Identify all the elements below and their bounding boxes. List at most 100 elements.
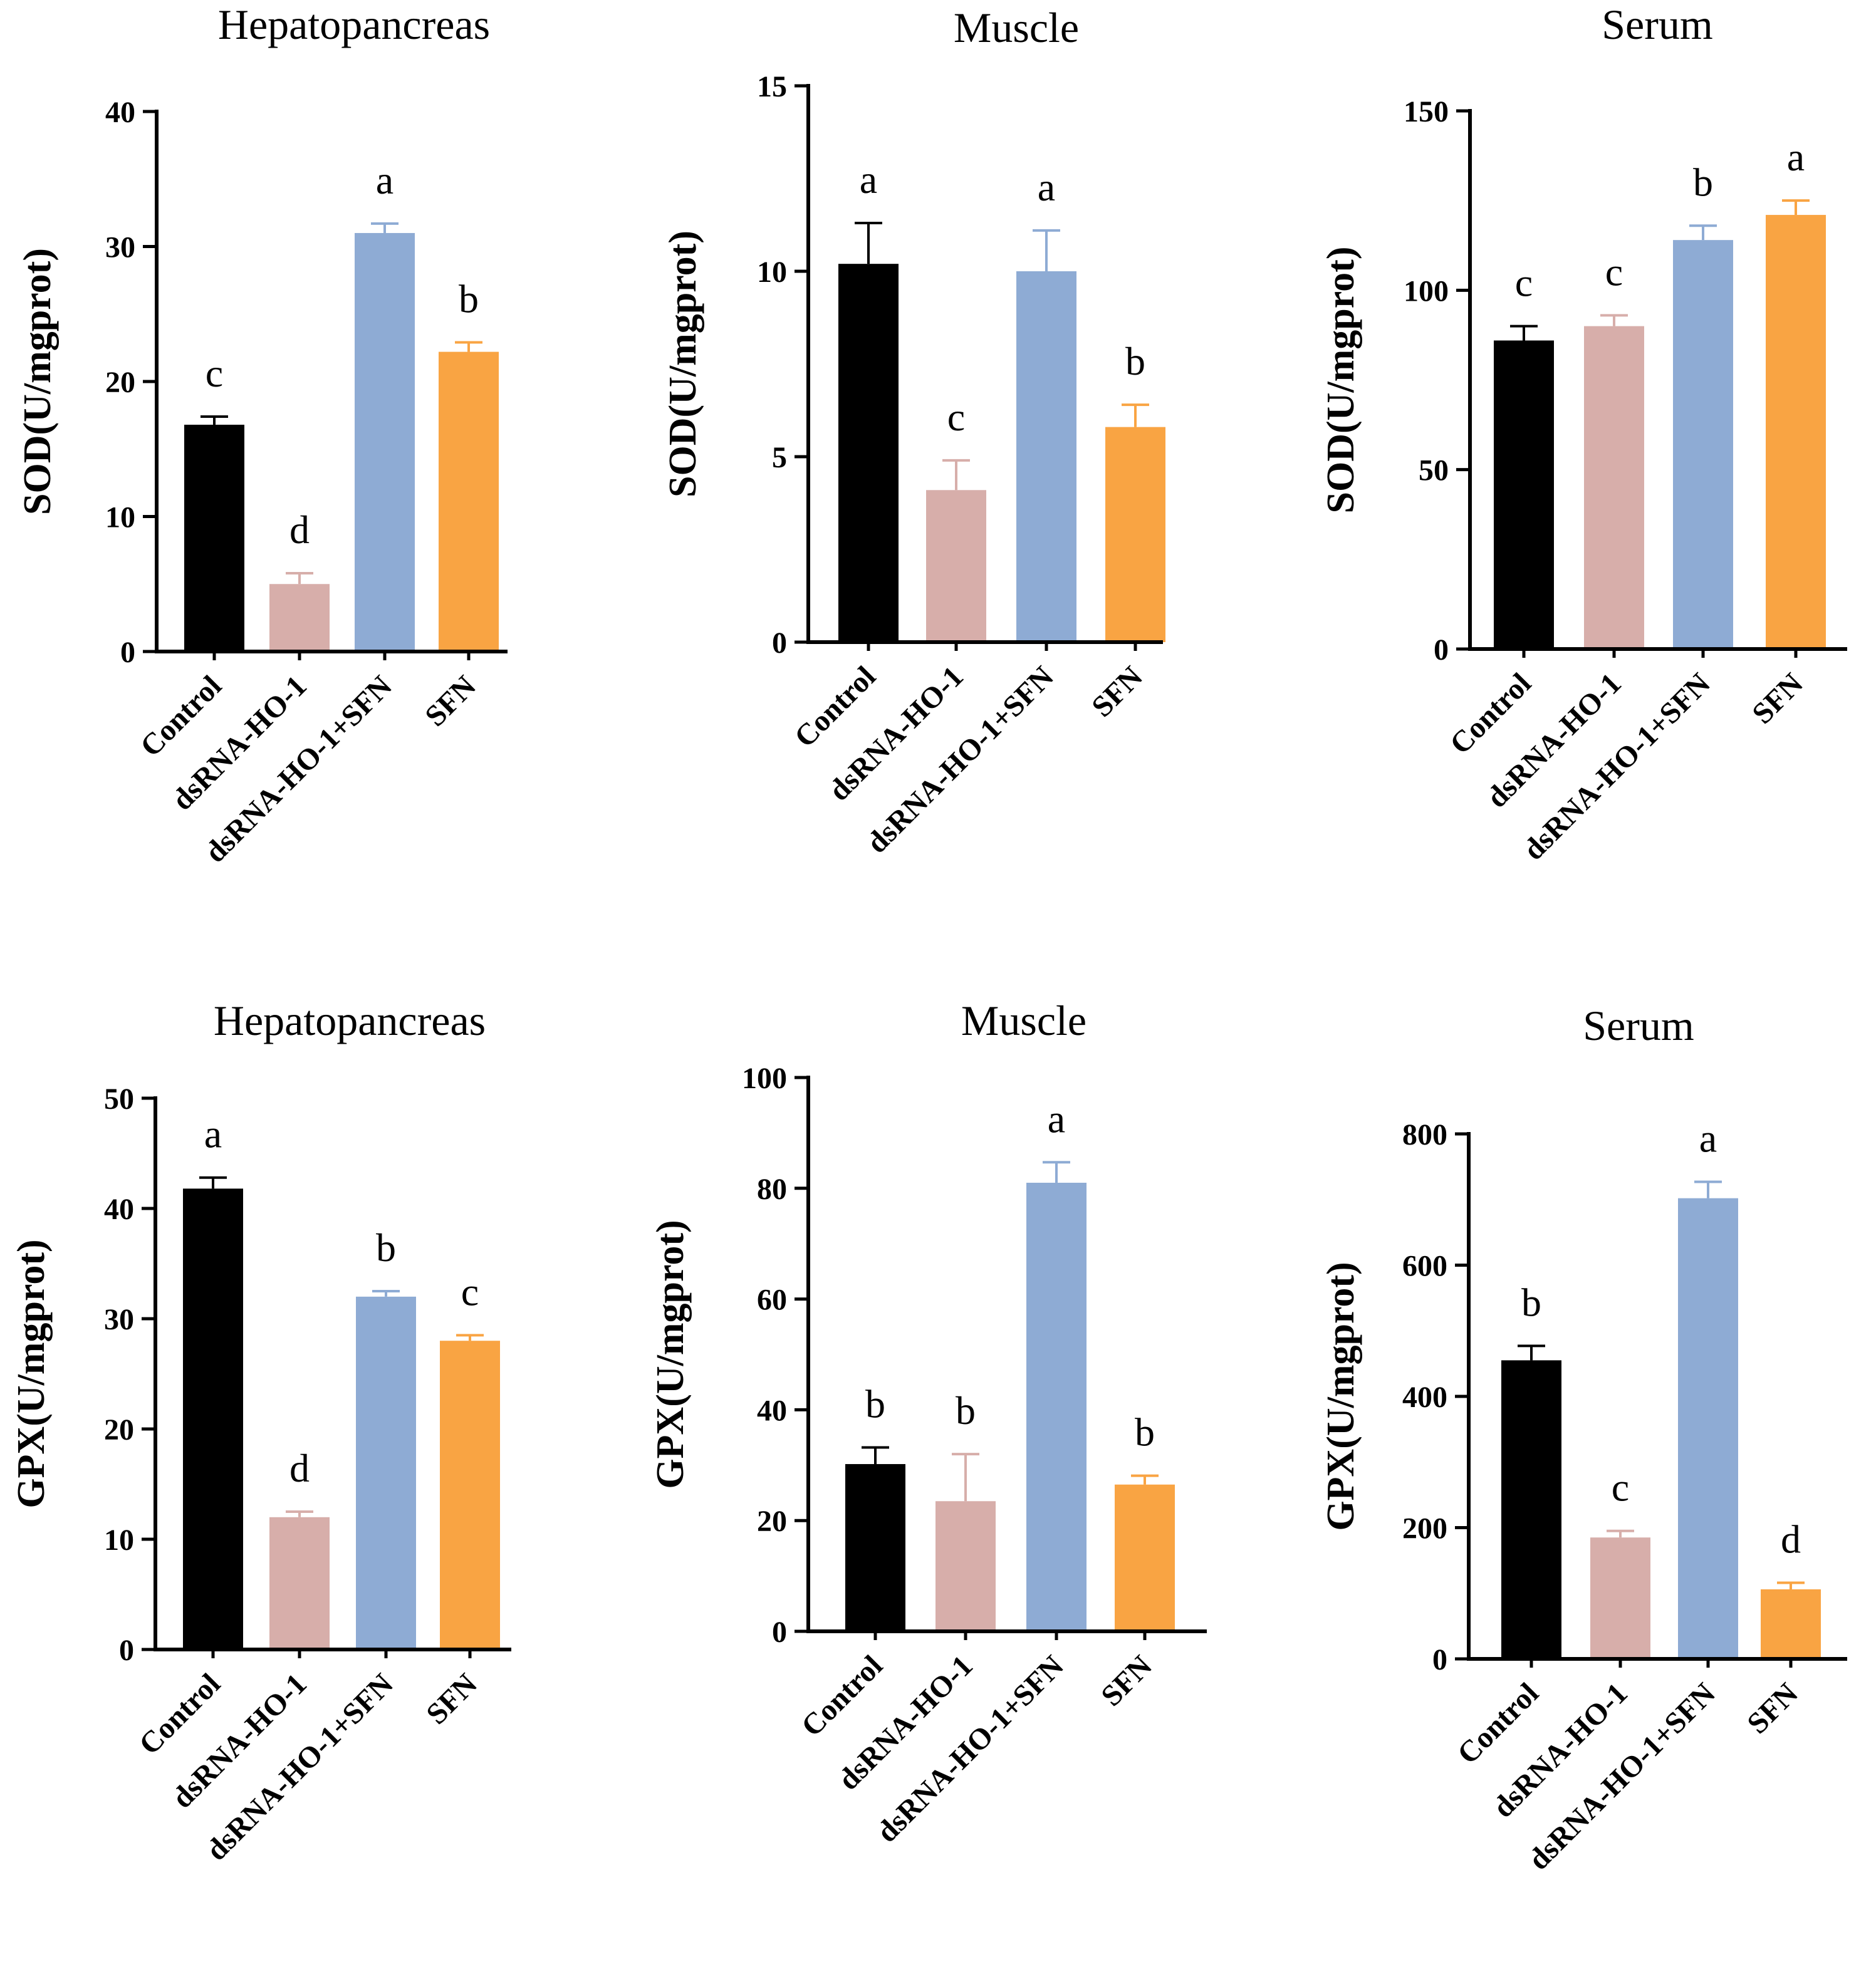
significance-label: a: [1038, 165, 1055, 209]
y-tick-label: 600: [1402, 1250, 1447, 1283]
y-tick-label: 100: [1404, 274, 1449, 308]
bar-dsrna-ho-1-sfn: [355, 232, 415, 652]
chart-title: Muscle: [961, 997, 1087, 1044]
bar-dsrna-ho-1-sfn: [1673, 240, 1733, 649]
y-tick-label: 400: [1402, 1381, 1447, 1414]
bar-sfn: [1766, 215, 1826, 649]
bar-dsrna-ho-1-sfn: [1678, 1198, 1738, 1659]
significance-label: c: [1612, 1465, 1629, 1510]
significance-label: c: [1605, 249, 1623, 294]
significance-label: a: [1699, 1116, 1717, 1160]
y-tick-label: 60: [757, 1284, 787, 1317]
bar-dsrna-ho-1: [935, 1501, 996, 1631]
y-tick-label: 5: [772, 441, 787, 474]
y-tick-label: 800: [1402, 1118, 1447, 1151]
bar-control: [1501, 1360, 1561, 1659]
y-axis-label: GPX(U/mgprot): [10, 1239, 53, 1508]
y-tick-label: 30: [104, 1303, 134, 1336]
chart-title: Hepatopancreas: [214, 997, 486, 1044]
y-tick-label: 40: [104, 1193, 134, 1226]
significance-label: a: [1787, 135, 1805, 179]
bar-dsrna-ho-1: [1590, 1537, 1650, 1659]
chart-title: Hepatopancreas: [218, 1, 490, 48]
bar-control: [838, 264, 899, 642]
y-tick-label: 20: [105, 366, 135, 399]
y-tick-label: 10: [104, 1524, 134, 1557]
bar-control: [845, 1464, 905, 1631]
y-tick-label: 200: [1402, 1512, 1447, 1545]
y-axis-label: GPX(U/mgprot): [649, 1220, 692, 1488]
y-axis-label: SOD(U/mgprot): [16, 248, 59, 515]
category-label: SFN: [420, 1667, 484, 1731]
significance-label: a: [376, 158, 393, 202]
y-tick-label: 150: [1404, 95, 1449, 128]
bar-dsrna-ho-1-sfn: [1016, 271, 1076, 642]
significance-label: d: [289, 1446, 310, 1490]
significance-label: c: [206, 351, 223, 395]
y-tick-label: 20: [757, 1505, 787, 1538]
y-axis-label: SOD(U/mgprot): [662, 231, 704, 497]
y-tick-label: 0: [120, 636, 135, 669]
significance-label: c: [1515, 261, 1533, 305]
y-tick-label: 0: [1432, 1643, 1447, 1676]
category-label: SFN: [419, 669, 482, 733]
y-tick-label: 10: [105, 501, 135, 534]
significance-label: b: [956, 1388, 976, 1433]
significance-label: b: [1135, 1410, 1155, 1455]
bar-control: [183, 1188, 243, 1649]
category-label: SFN: [1746, 667, 1810, 730]
bar-dsrna-ho-1-sfn: [356, 1296, 416, 1649]
chart-title: Serum: [1583, 1002, 1694, 1049]
significance-label: c: [947, 395, 965, 439]
significance-label: b: [1693, 160, 1713, 204]
y-tick-label: 0: [1434, 633, 1449, 667]
y-tick-label: 10: [757, 256, 787, 289]
y-tick-label: 40: [105, 96, 135, 129]
y-tick-label: 0: [772, 626, 787, 660]
bar-sfn: [1105, 427, 1165, 642]
category-label: Control: [1444, 667, 1538, 761]
y-tick-label: 80: [757, 1173, 787, 1206]
significance-label: b: [1125, 339, 1145, 383]
bar-sfn: [439, 351, 499, 652]
significance-label: b: [376, 1225, 396, 1270]
chart-panel-4: HepatopancreasGPX(U/mgprot)aControlddsRN…: [10, 997, 511, 1867]
significance-label: d: [1781, 1517, 1801, 1561]
significance-label: b: [459, 277, 479, 321]
y-axis-label: SOD(U/mgprot): [1320, 247, 1362, 514]
bar-control: [184, 424, 244, 652]
category-label: SFN: [1085, 660, 1149, 724]
y-tick-label: 0: [772, 1616, 787, 1649]
significance-label: a: [204, 1112, 222, 1156]
bar-sfn: [1761, 1589, 1821, 1659]
y-tick-label: 20: [104, 1413, 134, 1447]
y-tick-label: 50: [104, 1083, 134, 1116]
y-axis-label: GPX(U/mgprot): [1320, 1262, 1362, 1530]
y-tick-label: 100: [742, 1062, 787, 1095]
chart-panel-2: MuscleSOD(U/mgprot)aControlcdsRNA-HO-1ad…: [662, 4, 1165, 860]
chart-title: Muscle: [954, 4, 1079, 51]
significance-label: a: [860, 157, 877, 202]
category-label: SFN: [1095, 1649, 1159, 1713]
bar-dsrna-ho-1: [1584, 326, 1644, 649]
y-tick-label: 15: [757, 70, 787, 103]
y-tick-label: 0: [119, 1634, 134, 1667]
bar-dsrna-ho-1: [926, 490, 986, 642]
bar-dsrna-ho-1: [269, 1517, 330, 1649]
y-tick-label: 30: [105, 231, 135, 264]
y-tick-label: 40: [757, 1394, 787, 1427]
significance-label: d: [289, 507, 310, 552]
category-label: SFN: [1741, 1676, 1805, 1740]
significance-label: a: [1048, 1096, 1065, 1141]
bar-sfn: [1115, 1484, 1175, 1631]
bar-sfn: [440, 1341, 500, 1649]
significance-label: b: [865, 1382, 885, 1426]
bar-control: [1494, 340, 1554, 649]
bar-dsrna-ho-1-sfn: [1026, 1182, 1087, 1631]
bar-dsrna-ho-1: [269, 584, 330, 652]
